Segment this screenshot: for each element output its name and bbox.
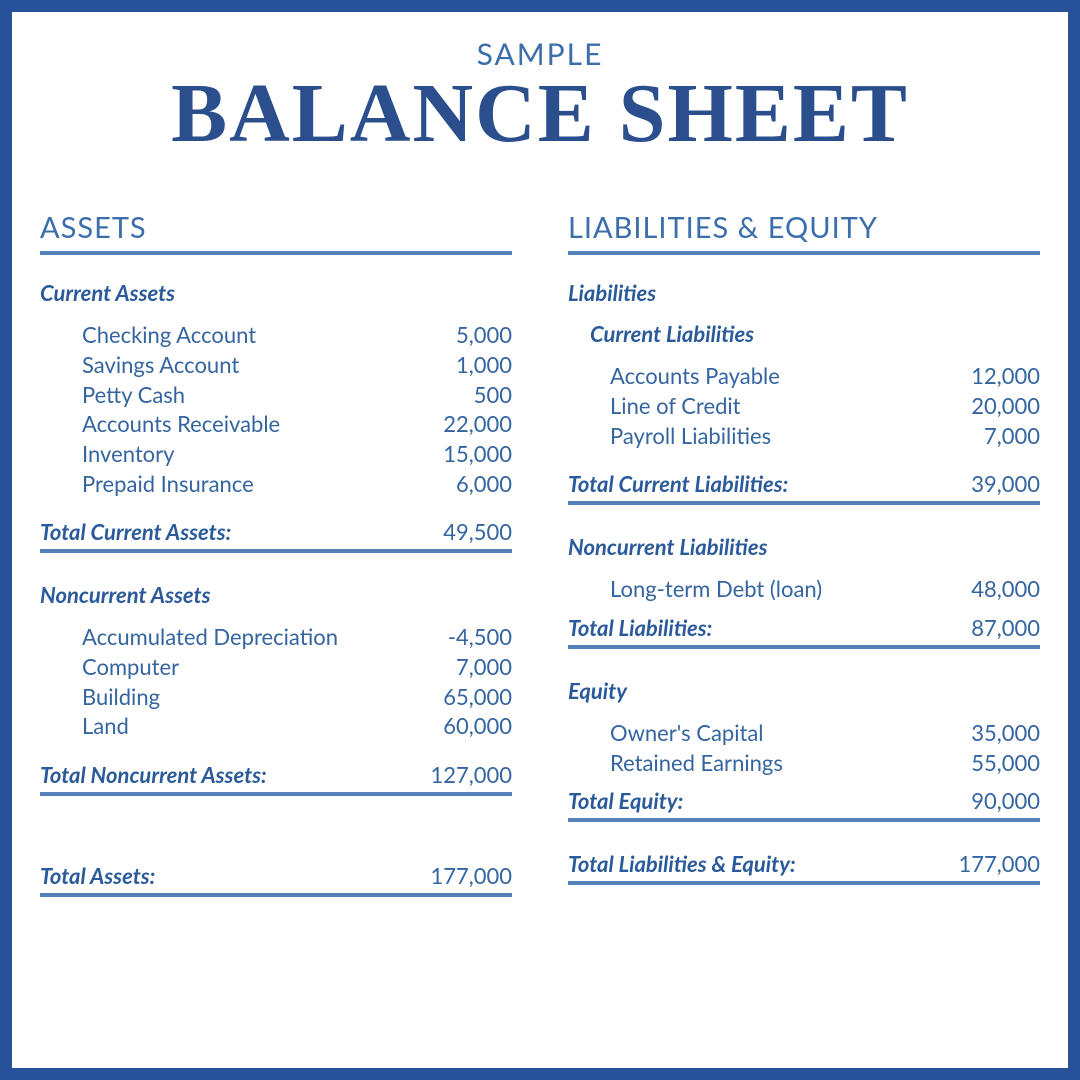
item-label: Savings Account xyxy=(82,350,404,380)
assets-column: ASSETS Current Assets Checking Account5,… xyxy=(40,210,512,897)
balance-sheet-frame: SAMPLE BALANCE SHEET ASSETS Current Asse… xyxy=(0,0,1080,1080)
line-item: Petty Cash500 xyxy=(82,380,512,410)
item-label: Petty Cash xyxy=(82,380,404,410)
item-label: Accounts Payable xyxy=(610,361,932,391)
page-title: BALANCE SHEET xyxy=(40,70,1040,158)
total-assets: Total Assets: 177,000 xyxy=(40,862,512,897)
total-equity: Total Equity: 90,000 xyxy=(568,787,1040,822)
liabilities-heading: Liabilities xyxy=(568,279,1040,306)
item-label: Building xyxy=(82,682,404,712)
total-label: Total Current Liabilities: xyxy=(568,470,788,497)
line-item: Long-term Debt (loan)48,000 xyxy=(610,574,1040,604)
line-item: Savings Account1,000 xyxy=(82,350,512,380)
item-label: Prepaid Insurance xyxy=(82,469,404,499)
item-value: 22,000 xyxy=(404,409,512,439)
item-value: 7,000 xyxy=(932,421,1040,451)
line-item: Owner's Capital35,000 xyxy=(610,718,1040,748)
item-value: 55,000 xyxy=(932,748,1040,778)
total-noncurrent-assets: Total Noncurrent Assets: 127,000 xyxy=(40,761,512,796)
item-value: -4,500 xyxy=(404,622,512,652)
item-label: Line of Credit xyxy=(610,391,932,421)
item-value: 6,000 xyxy=(404,469,512,499)
item-value: 7,000 xyxy=(404,652,512,682)
item-label: Land xyxy=(82,711,404,741)
item-label: Payroll Liabilities xyxy=(610,421,932,451)
total-liabilities-equity: Total Liabilities & Equity: 177,000 xyxy=(568,850,1040,885)
total-label: Total Current Assets: xyxy=(40,518,231,545)
header: SAMPLE BALANCE SHEET xyxy=(40,36,1040,158)
liabilities-equity-heading: LIABILITIES & EQUITY xyxy=(568,210,1040,255)
equity-items: Owner's Capital35,000 Retained Earnings5… xyxy=(610,718,1040,777)
body-columns: ASSETS Current Assets Checking Account5,… xyxy=(40,210,1040,897)
item-value: 15,000 xyxy=(404,439,512,469)
item-value: 60,000 xyxy=(404,711,512,741)
current-assets-heading: Current Assets xyxy=(40,279,512,306)
total-label: Total Assets: xyxy=(40,862,155,889)
item-label: Owner's Capital xyxy=(610,718,932,748)
item-value: 35,000 xyxy=(932,718,1040,748)
line-item: Accumulated Depreciation-4,500 xyxy=(82,622,512,652)
total-label: Total Noncurrent Assets: xyxy=(40,761,267,788)
line-item: Building65,000 xyxy=(82,682,512,712)
total-current-liabilities: Total Current Liabilities: 39,000 xyxy=(568,470,1040,505)
item-label: Computer xyxy=(82,652,404,682)
line-item: Retained Earnings55,000 xyxy=(610,748,1040,778)
total-value: 49,500 xyxy=(404,518,512,545)
noncurrent-liabilities-items: Long-term Debt (loan)48,000 xyxy=(610,574,1040,604)
total-current-assets: Total Current Assets: 49,500 xyxy=(40,518,512,553)
noncurrent-assets-items: Accumulated Depreciation-4,500 Computer7… xyxy=(82,622,512,741)
line-item: Land60,000 xyxy=(82,711,512,741)
total-value: 90,000 xyxy=(932,787,1040,814)
item-label: Long-term Debt (loan) xyxy=(610,574,932,604)
current-liabilities-items: Accounts Payable12,000 Line of Credit20,… xyxy=(610,361,1040,450)
assets-heading: ASSETS xyxy=(40,210,512,255)
line-item: Line of Credit20,000 xyxy=(610,391,1040,421)
item-value: 20,000 xyxy=(932,391,1040,421)
current-assets-items: Checking Account5,000 Savings Account1,0… xyxy=(82,320,512,498)
item-value: 12,000 xyxy=(932,361,1040,391)
total-value: 177,000 xyxy=(932,850,1040,877)
total-label: Total Equity: xyxy=(568,787,683,814)
line-item: Payroll Liabilities7,000 xyxy=(610,421,1040,451)
item-value: 65,000 xyxy=(404,682,512,712)
total-value: 87,000 xyxy=(932,614,1040,641)
item-label: Checking Account xyxy=(82,320,404,350)
item-label: Accumulated Depreciation xyxy=(82,622,404,652)
total-liabilities: Total Liabilities: 87,000 xyxy=(568,614,1040,649)
line-item: Checking Account5,000 xyxy=(82,320,512,350)
noncurrent-assets-heading: Noncurrent Assets xyxy=(40,581,512,608)
item-value: 48,000 xyxy=(932,574,1040,604)
total-value: 39,000 xyxy=(932,470,1040,497)
line-item: Accounts Payable12,000 xyxy=(610,361,1040,391)
line-item: Inventory15,000 xyxy=(82,439,512,469)
item-label: Inventory xyxy=(82,439,404,469)
line-item: Computer7,000 xyxy=(82,652,512,682)
spacer xyxy=(40,824,512,862)
item-label: Accounts Receivable xyxy=(82,409,404,439)
equity-heading: Equity xyxy=(568,677,1040,704)
line-item: Prepaid Insurance6,000 xyxy=(82,469,512,499)
total-value: 127,000 xyxy=(404,761,512,788)
item-label: Retained Earnings xyxy=(610,748,932,778)
liabilities-equity-column: LIABILITIES & EQUITY Liabilities Current… xyxy=(568,210,1040,897)
total-value: 177,000 xyxy=(404,862,512,889)
total-label: Total Liabilities: xyxy=(568,614,712,641)
total-label: Total Liabilities & Equity: xyxy=(568,850,796,877)
noncurrent-liabilities-heading: Noncurrent Liabilities xyxy=(568,533,1040,560)
line-item: Accounts Receivable22,000 xyxy=(82,409,512,439)
item-value: 1,000 xyxy=(404,350,512,380)
item-value: 500 xyxy=(404,380,512,410)
current-liabilities-heading: Current Liabilities xyxy=(590,320,1040,347)
item-value: 5,000 xyxy=(404,320,512,350)
